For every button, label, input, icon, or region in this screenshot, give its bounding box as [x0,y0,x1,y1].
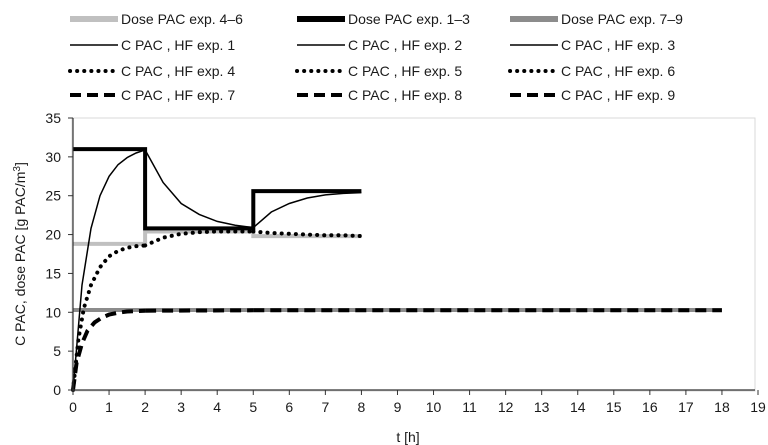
legend-label-8: C PAC , HF exp. 6 [561,63,675,79]
x-tick-label-10: 10 [426,399,442,415]
series-line-3 [72,149,146,391]
legend-label-2: Dose PAC exp. 7–9 [561,11,683,27]
legend-label-9: C PAC , HF exp. 7 [121,87,235,103]
x-tick-label-2: 2 [141,399,149,415]
y-tick-label-3: 15 [45,265,61,281]
legend-label-3: C PAC , HF exp. 1 [121,37,235,53]
x-tick-label-13: 13 [534,399,550,415]
x-tick-label-16: 16 [642,399,658,415]
x-axis-title: t [h] [396,429,419,445]
x-tick-label-7: 7 [321,399,329,415]
x-tick-label-15: 15 [606,399,622,415]
series-line-7 [143,229,256,248]
x-tick-label-5: 5 [249,399,257,415]
x-tick-label-19: 19 [750,399,766,415]
legend-label-7: C PAC , HF exp. 5 [348,63,462,79]
x-tick-label-17: 17 [678,399,694,415]
x-tick-label-12: 12 [498,399,514,415]
x-tick-label-9: 9 [394,399,402,415]
x-tick-label-0: 0 [69,399,77,415]
y-tick-label-5: 25 [45,188,61,204]
series-line-6 [71,243,148,392]
y-tick-label-7: 35 [45,110,61,126]
legend-label-11: C PAC , HF exp. 9 [561,87,675,103]
y-tick-label-4: 20 [45,227,61,243]
legend-label-0: Dose PAC exp. 4–6 [121,11,243,27]
y-ticks: 0 5 10 15 20 25 30 35 [45,110,73,398]
y-tick-label-0: 0 [53,382,61,398]
x-tick-label-4: 4 [213,399,221,415]
y-axis-title-superscript: 3 [12,166,23,172]
y-tick-label-2: 10 [45,304,61,320]
x-tick-label-11: 11 [462,399,477,415]
x-tick-label-14: 14 [570,399,586,415]
legend: Dose PAC exp. 4–6 Dose PAC exp. 1–3 Dose P… [68,11,683,103]
legend-label-10: C PAC , HF exp. 8 [348,87,462,103]
plot-area-frame [71,117,756,392]
series-line-1 [73,147,362,231]
series-line-4 [144,149,254,229]
x-tick-label-18: 18 [714,399,730,415]
y-tick-label-6: 30 [45,149,61,165]
legend-label-5: C PAC , HF exp. 3 [561,37,675,53]
legend-label-6: C PAC , HF exp. 4 [121,63,235,79]
series-line-9 [71,308,146,391]
x-tick-label-3: 3 [177,399,185,415]
legend-label-4: C PAC , HF exp. 2 [348,37,462,53]
y-tick-label-1: 5 [53,343,61,359]
y-axis-title: C PAC, dose PAC [g PAC/m3] [12,162,29,346]
x-tick-label-1: 1 [105,399,113,415]
series-layer [71,147,722,392]
x-ticks: 0 1 2 3 4 5 6 7 8 9 10 11 12 13 14 15 16 17 18 19 [69,390,766,415]
series-line-5 [252,191,362,229]
x-tick-label-6: 6 [285,399,293,415]
x-tick-label-8: 8 [358,399,366,415]
legend-label-1: Dose PAC exp. 1–3 [348,11,470,27]
